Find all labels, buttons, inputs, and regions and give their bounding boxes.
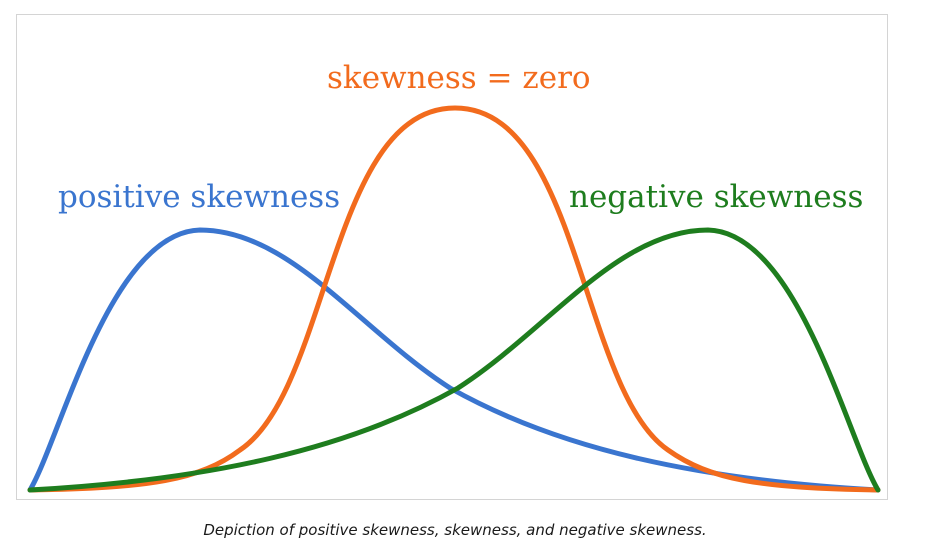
figure-caption: Depiction of positive skewness, skewness… (203, 521, 707, 539)
figure-frame (16, 14, 888, 500)
positive-skewness-curve (27, 227, 881, 493)
zero-skewness-curve (27, 105, 881, 493)
negative-skewness-curve (27, 227, 881, 493)
positive-skewness-label: positive skewness (58, 179, 340, 215)
negative-skewness-label: negative skewness (569, 179, 863, 215)
zero-skewness-label: skewness = zero (327, 60, 591, 96)
